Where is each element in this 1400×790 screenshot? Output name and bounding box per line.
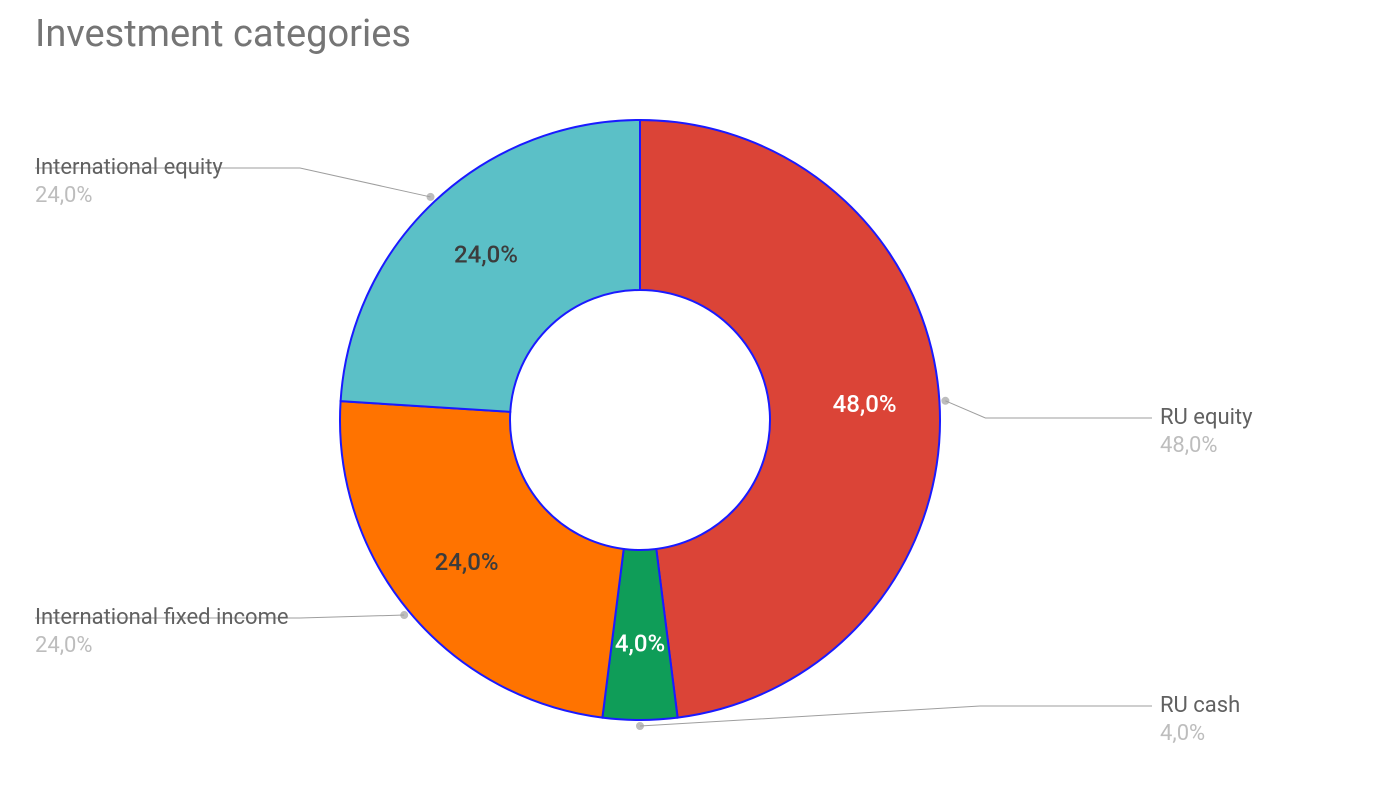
leader-label-2: International fixed income	[35, 605, 289, 630]
leader-pct-3: 24,0%	[35, 183, 93, 208]
slice-pct-2: 24,0%	[435, 548, 499, 576]
slice-0	[640, 120, 940, 718]
donut-chart: 48,0% RU equity 48,0% 4,0% RU cash 4,0% 24,0% I…	[0, 0, 1400, 790]
slice-pct-0: 48,0%	[833, 390, 897, 418]
leader-label-3: International equity	[35, 155, 223, 180]
leader-pct-2: 24,0%	[35, 633, 93, 658]
leader-label-1: RU cash	[1160, 693, 1240, 718]
slice-pct-3: 24,0%	[454, 240, 518, 268]
leader-pct-1: 4,0%	[1160, 721, 1205, 746]
leader-label-0: RU equity	[1160, 405, 1253, 430]
slice-pct-1: 4,0%	[615, 629, 665, 657]
leader-pct-0: 48,0%	[1160, 433, 1218, 458]
leader-line-0	[945, 401, 1152, 418]
